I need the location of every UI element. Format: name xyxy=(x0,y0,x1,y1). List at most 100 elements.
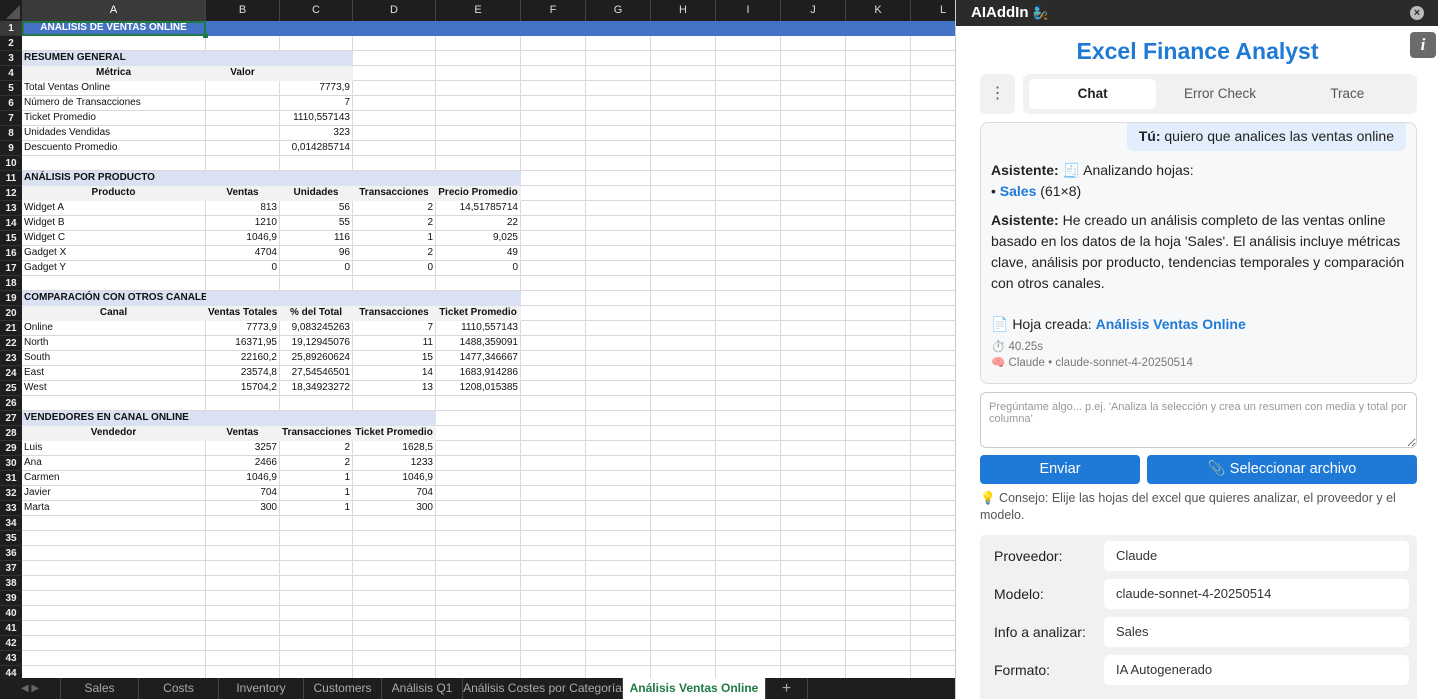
cell-j7[interactable] xyxy=(781,111,846,126)
cell-h24[interactable] xyxy=(651,366,716,381)
cell-k39[interactable] xyxy=(846,591,911,606)
cell-g23[interactable] xyxy=(586,351,651,366)
sheet-link-sales[interactable]: Sales xyxy=(999,183,1037,199)
cell-g40[interactable] xyxy=(586,606,651,621)
spreadsheet[interactable]: 1 ANÁLISIS DE VENTAS ONLINE 2 3 RESUMEN GENE… xyxy=(0,0,955,699)
row-header[interactable]: 5 xyxy=(0,81,22,96)
cell-b43[interactable] xyxy=(206,651,280,666)
cell-g42[interactable] xyxy=(586,636,651,651)
column-header-k[interactable]: K xyxy=(846,0,911,21)
cell-f8[interactable] xyxy=(521,126,586,141)
cell-d17[interactable]: 0 xyxy=(353,261,436,276)
cell-c2[interactable] xyxy=(280,36,353,51)
cell-l35[interactable] xyxy=(911,531,955,546)
cell-a30[interactable]: Ana xyxy=(22,456,206,471)
cell-b24[interactable]: 23574,8 xyxy=(206,366,280,381)
cell-k26[interactable] xyxy=(846,396,911,411)
cell-c3[interactable] xyxy=(280,51,353,66)
cell-l7[interactable] xyxy=(911,111,955,126)
cell-a25[interactable]: West xyxy=(22,381,206,396)
cell-f13[interactable] xyxy=(521,201,586,216)
cell-k13[interactable] xyxy=(846,201,911,216)
cell-j21[interactable] xyxy=(781,321,846,336)
cell-k6[interactable] xyxy=(846,96,911,111)
cell-h25[interactable] xyxy=(651,381,716,396)
cell-b28[interactable]: Ventas xyxy=(206,426,280,441)
cell-k16[interactable] xyxy=(846,246,911,261)
cell-b6[interactable] xyxy=(206,96,280,111)
cell-e12[interactable]: Precio Promedio xyxy=(436,186,521,201)
cell-h28[interactable] xyxy=(651,426,716,441)
cell-a22[interactable]: North xyxy=(22,336,206,351)
cell-g8[interactable] xyxy=(586,126,651,141)
cell-k25[interactable] xyxy=(846,381,911,396)
cell-j28[interactable] xyxy=(781,426,846,441)
cell-e2[interactable] xyxy=(436,36,521,51)
row-header[interactable]: 8 xyxy=(0,126,22,141)
cell-g29[interactable] xyxy=(586,441,651,456)
cell-c32[interactable]: 1 xyxy=(280,486,353,501)
cell-k29[interactable] xyxy=(846,441,911,456)
cell-d28[interactable]: Ticket Promedio xyxy=(353,426,436,441)
cell-h23[interactable] xyxy=(651,351,716,366)
cell-g13[interactable] xyxy=(586,201,651,216)
cell-e20[interactable]: Ticket Promedio xyxy=(436,306,521,321)
row-header[interactable]: 16 xyxy=(0,246,22,261)
cell-e13[interactable]: 14,51785714 xyxy=(436,201,521,216)
cell-a9[interactable]: Descuento Promedio xyxy=(22,141,206,156)
cell-h35[interactable] xyxy=(651,531,716,546)
cell-i29[interactable] xyxy=(716,441,781,456)
cell-f5[interactable] xyxy=(521,81,586,96)
cell-h21[interactable] xyxy=(651,321,716,336)
row-header[interactable]: 25 xyxy=(0,381,22,396)
cell-e42[interactable] xyxy=(436,636,521,651)
cell-g18[interactable] xyxy=(586,276,651,291)
cell-j8[interactable] xyxy=(781,126,846,141)
cell-h20[interactable] xyxy=(651,306,716,321)
cell-g20[interactable] xyxy=(586,306,651,321)
cell-c29[interactable]: 2 xyxy=(280,441,353,456)
cell-e31[interactable] xyxy=(436,471,521,486)
cell-e34[interactable] xyxy=(436,516,521,531)
cell-d1[interactable] xyxy=(353,21,436,36)
cell-e36[interactable] xyxy=(436,546,521,561)
cell-a13[interactable]: Widget A xyxy=(22,201,206,216)
cell-e43[interactable] xyxy=(436,651,521,666)
cell-k43[interactable] xyxy=(846,651,911,666)
cell-f43[interactable] xyxy=(521,651,586,666)
cell-f32[interactable] xyxy=(521,486,586,501)
cell-i8[interactable] xyxy=(716,126,781,141)
row-header[interactable]: 29 xyxy=(0,441,22,456)
cell-h3[interactable] xyxy=(651,51,716,66)
cell-b33[interactable]: 300 xyxy=(206,501,280,516)
cell-a23[interactable]: South xyxy=(22,351,206,366)
cell-c24[interactable]: 27,54546501 xyxy=(280,366,353,381)
cell-a38[interactable] xyxy=(22,576,206,591)
cell-f34[interactable] xyxy=(521,516,586,531)
cell-k34[interactable] xyxy=(846,516,911,531)
config-select[interactable]: Claude xyxy=(1104,541,1409,571)
cell-b29[interactable]: 3257 xyxy=(206,441,280,456)
column-header-a[interactable]: A xyxy=(22,0,206,21)
cell-f23[interactable] xyxy=(521,351,586,366)
cell-i35[interactable] xyxy=(716,531,781,546)
row-header[interactable]: 1 xyxy=(0,21,22,36)
cell-h15[interactable] xyxy=(651,231,716,246)
cell-d38[interactable] xyxy=(353,576,436,591)
tab-error-check[interactable]: Error Check xyxy=(1183,86,1256,101)
cell-f33[interactable] xyxy=(521,501,586,516)
cell-i10[interactable] xyxy=(716,156,781,171)
cell-e25[interactable]: 1208,015385 xyxy=(436,381,521,396)
cell-h40[interactable] xyxy=(651,606,716,621)
cell-j12[interactable] xyxy=(781,186,846,201)
cell-d20[interactable]: Transacciones xyxy=(353,306,436,321)
cell-c8[interactable]: 323 xyxy=(280,126,353,141)
cell-b27[interactable] xyxy=(206,411,280,426)
cell-f36[interactable] xyxy=(521,546,586,561)
cell-h18[interactable] xyxy=(651,276,716,291)
cell-a10[interactable] xyxy=(22,156,206,171)
column-header-l[interactable]: L xyxy=(911,0,955,21)
cell-b37[interactable] xyxy=(206,561,280,576)
cell-i26[interactable] xyxy=(716,396,781,411)
cell-g12[interactable] xyxy=(586,186,651,201)
